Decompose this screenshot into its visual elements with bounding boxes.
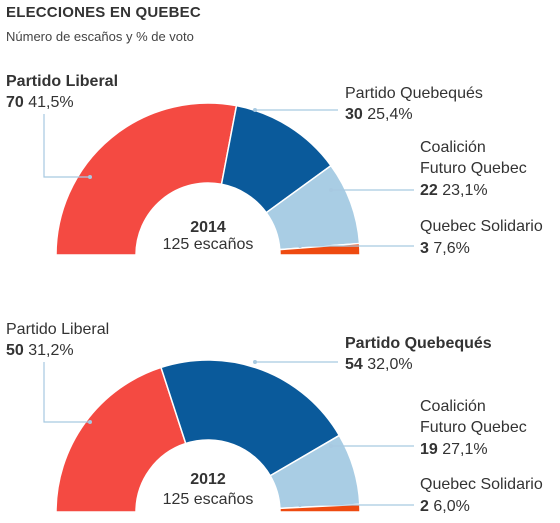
party-name-line2: Futuro Quebec xyxy=(420,160,527,177)
center-year: 2012 xyxy=(190,471,226,488)
party-seats-vote: 19 27,1% xyxy=(420,441,488,458)
party-name: Partido Liberal xyxy=(6,73,118,90)
slice-liberal xyxy=(55,366,187,513)
party-name: Quebec Solidario xyxy=(420,476,543,493)
leader-dot-solidaire xyxy=(298,244,302,248)
leader-dot-caq xyxy=(329,444,333,448)
party-seats-vote: 50 31,2% xyxy=(6,342,74,359)
leader-dot-quebequois xyxy=(253,360,257,364)
center-seats-total: 125 escaños xyxy=(163,491,254,508)
party-seats-vote: 70 41,5% xyxy=(6,94,74,111)
slice-quebequois xyxy=(160,359,341,477)
leader-dot-quebequois xyxy=(253,108,257,112)
leader-dot-solidaire xyxy=(298,503,302,507)
party-seats-vote: 54 32,0% xyxy=(345,356,413,373)
slice-solidaire xyxy=(279,503,361,513)
party-name: Coalición xyxy=(420,398,486,415)
leader-dot-caq xyxy=(329,188,333,192)
leader-dot-liberal xyxy=(88,175,92,179)
party-seats-vote: 30 25,4% xyxy=(345,106,413,123)
party-name: Partido Liberal xyxy=(6,321,109,338)
party-name: Quebec Solidario xyxy=(420,218,543,235)
party-name: Partido Quebequés xyxy=(345,85,483,102)
center-year: 2014 xyxy=(190,219,226,236)
party-seats-vote: 2 6,0% xyxy=(420,498,470,515)
chart-subtitle: Número de escaños y % de voto xyxy=(6,29,194,44)
party-seats-vote: 3 7,6% xyxy=(420,240,470,257)
party-seats-vote: 22 23,1% xyxy=(420,182,488,199)
leader-line-liberal xyxy=(43,362,90,423)
chart-title: ELECCIONES EN QUEBEC xyxy=(6,4,201,21)
center-seats-total: 125 escaños xyxy=(163,236,254,253)
party-name: Coalición xyxy=(420,139,486,156)
half-donut-chart-2014: Partido Liberal 70 41,5% Partido Quebequés… xyxy=(6,73,543,257)
slice-liberal xyxy=(55,102,238,256)
party-name: Partido Quebequés xyxy=(345,335,492,352)
leader-line-liberal xyxy=(43,114,90,178)
leader-dot-liberal xyxy=(88,420,92,424)
half-donut-chart-2012: Partido Liberal 50 31,2% Partido Quebequés… xyxy=(6,321,543,515)
party-name-line2: Futuro Quebec xyxy=(420,419,527,436)
